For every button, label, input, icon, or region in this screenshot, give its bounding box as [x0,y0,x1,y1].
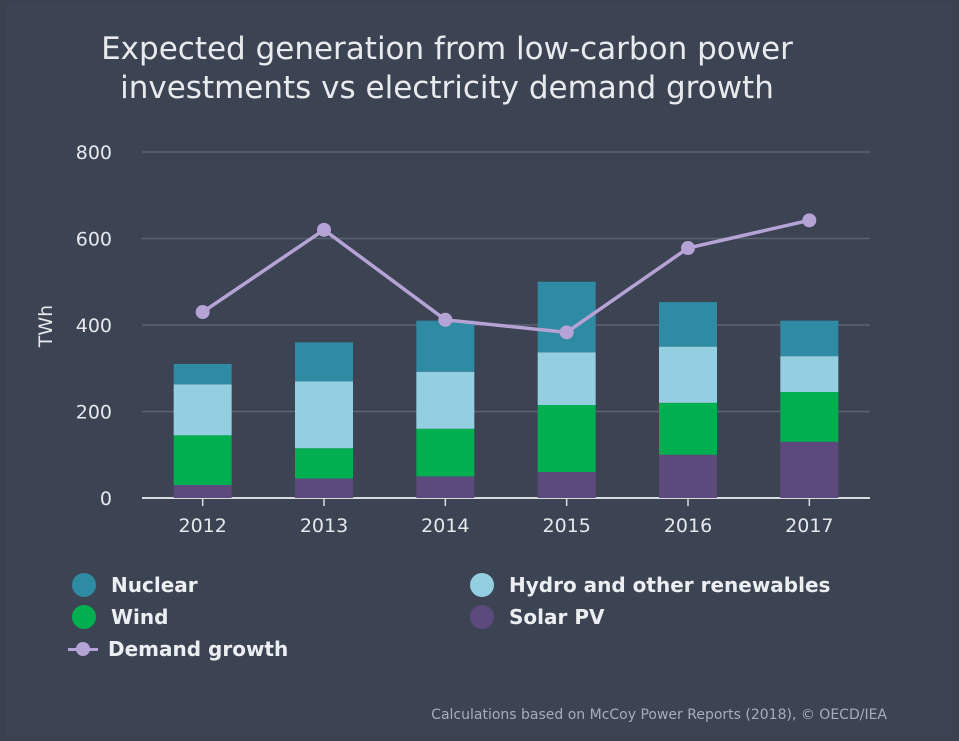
bar-segment-solar-pv-2013 [295,478,353,498]
bar-segment-nuclear-2012 [173,363,232,385]
legend-hydro-label: Hydro and other renewables [509,573,831,597]
demand-growth-point-2013 [317,222,331,237]
demand-growth-point-2016 [681,241,695,256]
x-tick-label: 2012 [178,515,226,537]
bar-segment-nuclear-2016 [659,302,717,347]
legend-hydro-swatch [470,573,494,597]
y-axis-label: TWh [35,305,57,348]
gridlines [142,151,870,499]
x-tick-label: 2013 [300,515,348,537]
chart-title-line-1: Expected generation from low-carbon powe… [101,31,793,67]
y-tick-label: 200 [76,402,112,424]
bar-segment-nuclear-2013 [295,342,353,382]
demand-growth-line [201,218,810,335]
legend-wind: Wind [72,605,168,629]
legend-hydro: Hydro and other renewables [470,573,830,597]
demand-growth-point-2015 [559,325,574,340]
bar-segment-solar-pv-2017 [780,441,839,498]
legend-demand-swatch [68,637,98,661]
y-tick-labels: 0 200 400 600 800 [76,142,112,510]
x-tick-label: 2015 [542,515,590,537]
x-tick-label: 2017 [785,515,833,537]
bar-segment-wind-2017 [780,392,839,442]
legend-demand: Demand growth [68,637,288,661]
bar-segment-hydro-and-other-renewables-2015 [537,352,596,406]
x-tick-label: 2014 [421,515,469,537]
bar-segment-nuclear-2014 [416,320,475,372]
x-tick-labels: 2012 2013 2014 2015 2016 2017 [178,498,834,537]
bar-segment-nuclear-2017 [780,320,839,357]
demand-growth-point-2012 [195,305,210,320]
y-tick-label: 400 [76,315,112,337]
legend-wind-swatch [72,605,96,629]
bar-segment-hydro-and-other-renewables-2017 [780,356,839,393]
y-tick-label: 800 [76,142,112,164]
bar-segment-hydro-and-other-renewables-2013 [295,381,353,449]
bar-segment-hydro-and-other-renewables-2012 [173,384,232,436]
demand-line [195,213,817,340]
bar-segment-wind-2012 [173,435,232,486]
demand-growth-point-2014 [438,312,453,327]
demand-growth-point-2017 [802,213,817,228]
source-note: Calculations based on McCoy Power Report… [431,707,887,723]
bar-segment-wind-2015 [537,405,596,473]
legend-wind-label: Wind [111,605,169,629]
bar-segment-hydro-and-other-renewables-2014 [416,371,475,429]
legend-nuclear-swatch [72,573,96,597]
legend-solar: Solar PV [470,605,604,629]
chart-title: Expected generation from low-carbon powe… [0,30,894,108]
legend-solar-swatch [470,605,494,629]
y-tick-label: 600 [76,229,112,251]
bar-segment-wind-2013 [295,448,353,479]
bar-segment-solar-pv-2014 [416,476,475,498]
legend-nuclear-label: Nuclear [111,573,198,597]
legend-nuclear: Nuclear [72,573,198,597]
bar-segment-wind-2014 [416,428,475,477]
bar-segment-solar-pv-2012 [173,485,232,498]
bar-segment-solar-pv-2015 [537,472,596,498]
chart-plot: 0 200 400 600 800 2012 2013 2014 2015 2016 2017 T… [35,142,870,537]
bar-segment-solar-pv-2016 [659,454,717,498]
bar-segment-wind-2016 [659,402,717,455]
x-tick-label: 2016 [664,515,712,537]
stacked-bars [173,281,839,498]
legend-solar-label: Solar PV [509,605,605,629]
chart-title-line-2: investments vs electricity demand growth [120,70,774,106]
bar-segment-hydro-and-other-renewables-2016 [659,346,717,403]
y-tick-label: 0 [100,488,112,510]
legend-demand-label: Demand growth [108,637,289,661]
